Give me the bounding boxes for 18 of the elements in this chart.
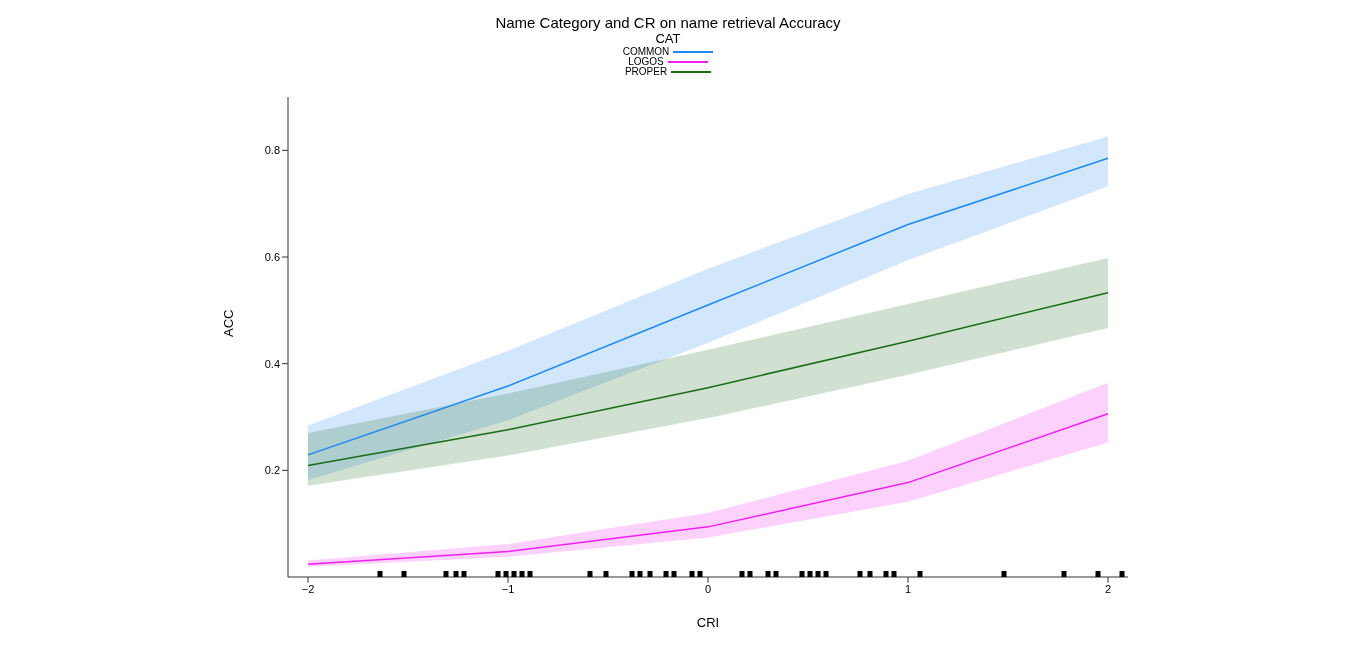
y-tick-label: 0.2 (264, 464, 280, 477)
y-tick-label: 0.4 (264, 357, 280, 370)
x-axis-title: CRI (696, 615, 720, 630)
x-tick-label: 1 (904, 582, 912, 595)
line-series (307, 291, 1109, 467)
x-tick-label: 0 (704, 582, 712, 595)
x-tick-label: −2 (301, 582, 315, 595)
y-tick-label: 0.8 (264, 144, 280, 157)
legend-label: COMMON (622, 46, 670, 57)
x-tick-label: −1 (501, 582, 515, 595)
legend-label: LOGOS (628, 56, 664, 67)
legend-title: CAT (655, 31, 681, 46)
y-axis-title: ACC (220, 309, 236, 337)
chart-title: Name Category and CR on name retrieval Accuracy (494, 14, 842, 31)
legend-label: PROPER (624, 66, 668, 77)
x-tick-label: 2 (1104, 582, 1112, 595)
y-tick-label: 0.6 (264, 250, 280, 263)
line-series (307, 413, 1109, 565)
